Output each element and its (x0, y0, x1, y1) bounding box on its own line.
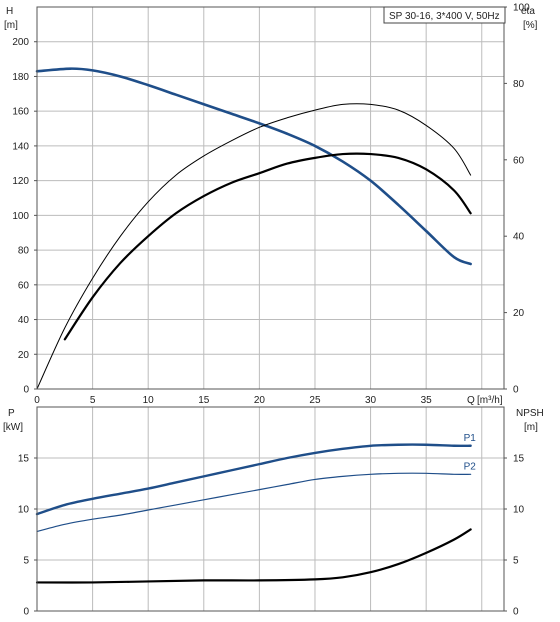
top-right-tick-label: 80 (513, 79, 525, 90)
series-line-eta-total (36, 103, 472, 390)
top-plot-frame (36, 6, 505, 390)
top-left-tick-label: 100 (12, 211, 29, 222)
top-left-tick-label: 40 (18, 315, 30, 326)
series-line-p2 (36, 472, 472, 533)
grid-layer (37, 6, 504, 611)
x-axis-label: Q (467, 395, 475, 406)
top-left-tick-label: 0 (23, 385, 29, 396)
x-tick-label: 15 (198, 395, 210, 406)
bottom-right-axis-unit: [m] (524, 422, 538, 433)
top-left-axis-label: H (6, 6, 13, 17)
top-right-tick-label: 40 (513, 232, 525, 243)
top-right-tick-label: 100 (513, 3, 530, 14)
x-tick-label: 10 (143, 395, 155, 406)
series-line-npsh (35, 528, 472, 584)
top-right-tick-label: 20 (513, 308, 525, 319)
series-line-eta-pump (63, 152, 472, 341)
top-right-tick-label: 60 (513, 155, 525, 166)
bottom-left-tick-label: 0 (23, 607, 29, 618)
top-left-tick-label: 200 (12, 37, 29, 48)
x-axis-unit: [m³/h] (477, 395, 503, 406)
x-tick-label: 25 (309, 395, 321, 406)
top-left-tick-label: 180 (12, 72, 29, 83)
bottom-left-axis-label: P (8, 408, 15, 419)
legend-text: SP 30-16, 3*400 V, 50Hz (389, 11, 500, 22)
top-left-tick-label: 60 (18, 280, 30, 291)
bottom-left-tick-label: 15 (18, 454, 30, 465)
x-tick-label: 30 (365, 395, 377, 406)
axes-layer (34, 6, 507, 612)
bottom-right-tick-label: 5 (513, 556, 519, 567)
bottom-left-tick-label: 10 (18, 505, 30, 516)
top-right-tick-label: 0 (513, 385, 519, 396)
top-right-axis-label: eta (521, 6, 535, 17)
text-layer: H [m] eta [%] SP 30-16, 3*400 V, 50Hz Q … (3, 3, 544, 618)
bottom-left-tick-label: 5 (23, 556, 29, 567)
bottom-right-tick-label: 0 (513, 607, 519, 618)
top-left-tick-label: 160 (12, 107, 29, 118)
bottom-right-tick-label: 10 (513, 505, 525, 516)
series-label-p1: P1 (464, 433, 477, 444)
series-line-head (35, 67, 472, 266)
x-tick-label: 20 (254, 395, 266, 406)
top-right-axis-unit: [%] (523, 20, 538, 31)
series-layer (35, 67, 472, 584)
top-left-tick-label: 20 (18, 350, 30, 361)
bottom-right-axis-label: NPSH (516, 408, 544, 419)
x-tick-label: 0 (34, 395, 40, 406)
top-left-tick-label: 120 (12, 176, 29, 187)
top-left-tick-label: 140 (12, 141, 29, 152)
legend-box (383, 6, 506, 24)
x-tick-label: 35 (421, 395, 433, 406)
bottom-left-axis-unit: [kW] (3, 422, 23, 433)
top-left-axis-unit: [m] (4, 20, 18, 31)
x-tick-label: 5 (90, 395, 96, 406)
series-label-p2: P2 (464, 461, 477, 472)
bottom-right-tick-label: 15 (513, 454, 525, 465)
series-line-p1 (35, 443, 472, 516)
top-left-tick-label: 80 (18, 246, 30, 257)
